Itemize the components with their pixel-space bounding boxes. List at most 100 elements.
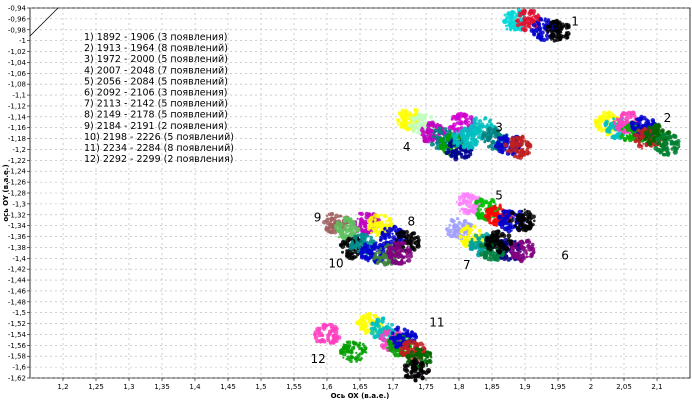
- point: [510, 245, 516, 250]
- point: [479, 242, 484, 247]
- cluster-label: 3: [495, 121, 503, 135]
- point: [476, 236, 482, 242]
- point: [402, 261, 407, 265]
- point: [653, 126, 659, 132]
- point: [358, 218, 363, 222]
- point: [337, 235, 341, 239]
- point: [523, 24, 527, 28]
- point: [494, 240, 499, 244]
- point: [492, 223, 496, 227]
- point: [452, 227, 456, 231]
- point: [628, 111, 632, 115]
- point: [637, 143, 640, 146]
- point: [555, 36, 561, 42]
- point: [338, 226, 342, 230]
- point: [531, 22, 537, 28]
- point: [486, 217, 492, 222]
- point: [367, 319, 371, 322]
- point: [484, 238, 489, 243]
- point: [469, 132, 474, 138]
- point: [506, 11, 511, 16]
- blob: [514, 8, 543, 33]
- point: [459, 122, 462, 126]
- point: [412, 236, 417, 241]
- point: [645, 135, 649, 139]
- point: [519, 244, 524, 249]
- point: [468, 115, 474, 121]
- point: [635, 134, 640, 139]
- point: [529, 16, 534, 20]
- point: [378, 238, 383, 242]
- point: [395, 231, 401, 237]
- point: [392, 342, 395, 345]
- point: [446, 136, 451, 140]
- point: [413, 353, 418, 358]
- point: [506, 213, 511, 218]
- point: [357, 343, 361, 347]
- point: [359, 241, 363, 245]
- point: [444, 150, 450, 156]
- point: [347, 340, 352, 345]
- point: [486, 127, 491, 133]
- y-tick-label: -1,26: [8, 179, 27, 187]
- point: [523, 246, 527, 250]
- cluster-9: 9: [314, 210, 361, 242]
- legend-entry: 8) 2149 - 2178 (5 появлений): [84, 110, 228, 121]
- point: [391, 335, 397, 341]
- point: [509, 10, 514, 15]
- point: [363, 232, 368, 238]
- point: [605, 128, 609, 131]
- y-tick-label: -1,16: [8, 124, 27, 132]
- point: [415, 131, 419, 134]
- point: [503, 142, 508, 148]
- point: [455, 130, 458, 133]
- point: [372, 242, 377, 247]
- point: [564, 25, 569, 30]
- point: [386, 338, 392, 344]
- point: [435, 134, 438, 137]
- point: [525, 252, 529, 256]
- point: [329, 326, 332, 329]
- y-tick-label: -1,18: [8, 135, 26, 143]
- point: [373, 328, 377, 332]
- point: [506, 233, 512, 239]
- point: [465, 192, 471, 198]
- point: [373, 247, 377, 251]
- point: [351, 239, 354, 242]
- point: [564, 34, 570, 40]
- cluster-4: 4: [396, 108, 479, 162]
- point: [395, 238, 398, 242]
- point: [521, 12, 525, 16]
- point: [382, 213, 388, 219]
- point: [515, 226, 520, 231]
- point: [376, 249, 381, 253]
- point: [471, 198, 474, 202]
- point: [502, 247, 506, 251]
- point: [644, 143, 649, 148]
- point: [504, 24, 508, 28]
- point: [344, 223, 349, 229]
- point: [313, 330, 318, 335]
- point: [396, 254, 401, 260]
- point: [428, 359, 433, 364]
- point: [417, 241, 421, 245]
- y-tick-label: -0,94: [8, 5, 27, 13]
- y-tick-label: -1,34: [8, 222, 27, 230]
- point: [394, 344, 399, 349]
- point: [430, 120, 435, 126]
- point: [470, 237, 474, 241]
- point: [453, 152, 457, 155]
- point: [390, 331, 395, 336]
- point: [479, 208, 483, 211]
- point: [386, 330, 391, 335]
- point: [541, 22, 545, 26]
- point: [407, 333, 412, 338]
- point: [667, 139, 670, 142]
- point: [526, 216, 530, 220]
- point: [409, 251, 413, 256]
- point: [461, 202, 465, 205]
- point: [330, 328, 334, 332]
- point: [649, 134, 653, 138]
- point: [346, 254, 350, 258]
- point: [416, 374, 420, 378]
